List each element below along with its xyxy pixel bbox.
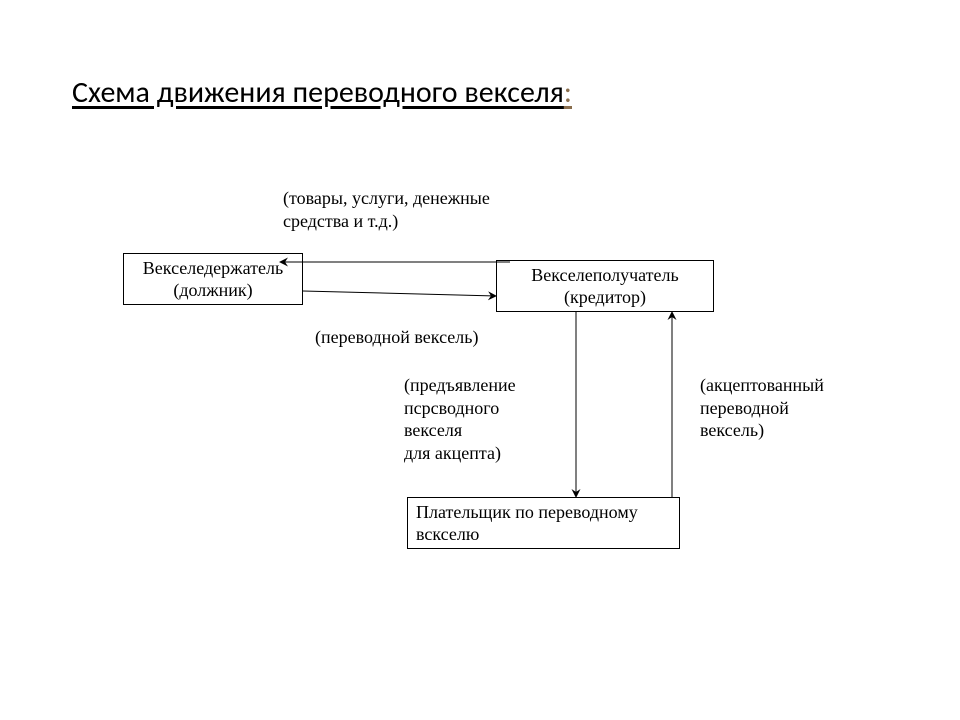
node-recipient-line1: Векселеполучатель xyxy=(531,264,678,287)
label-bill: (переводной вексель) xyxy=(315,326,478,349)
page-title-colon: : xyxy=(564,74,572,111)
node-payer: Плательщик по переводному вскселю xyxy=(407,497,680,549)
label-accepted: (акцептованный переводной вексель) xyxy=(700,374,824,442)
node-recipient-line2: (кредитор) xyxy=(564,286,646,309)
node-payer-line2: вскселю xyxy=(416,523,479,546)
node-recipient: Векселеполучатель (кредитор) xyxy=(496,260,714,312)
node-holder-line1: Векселедержатель xyxy=(143,257,283,280)
label-goods: (товары, услуги, денежные средства и т.д… xyxy=(283,187,490,232)
node-payer-line1: Плательщик по переводному xyxy=(416,501,638,524)
diagram-canvas: Схема движения переводного векселя: Векс… xyxy=(0,0,960,720)
page-title-text: Схема движения переводного векселя xyxy=(72,74,564,111)
label-present: (предъявление псрсводного векселя для ак… xyxy=(404,374,516,464)
arrow-bill xyxy=(303,291,496,296)
page-title: Схема движения переводного векселя: xyxy=(72,74,572,111)
node-holder: Векселедержатель (должник) xyxy=(123,253,303,305)
node-holder-line2: (должник) xyxy=(173,279,252,302)
